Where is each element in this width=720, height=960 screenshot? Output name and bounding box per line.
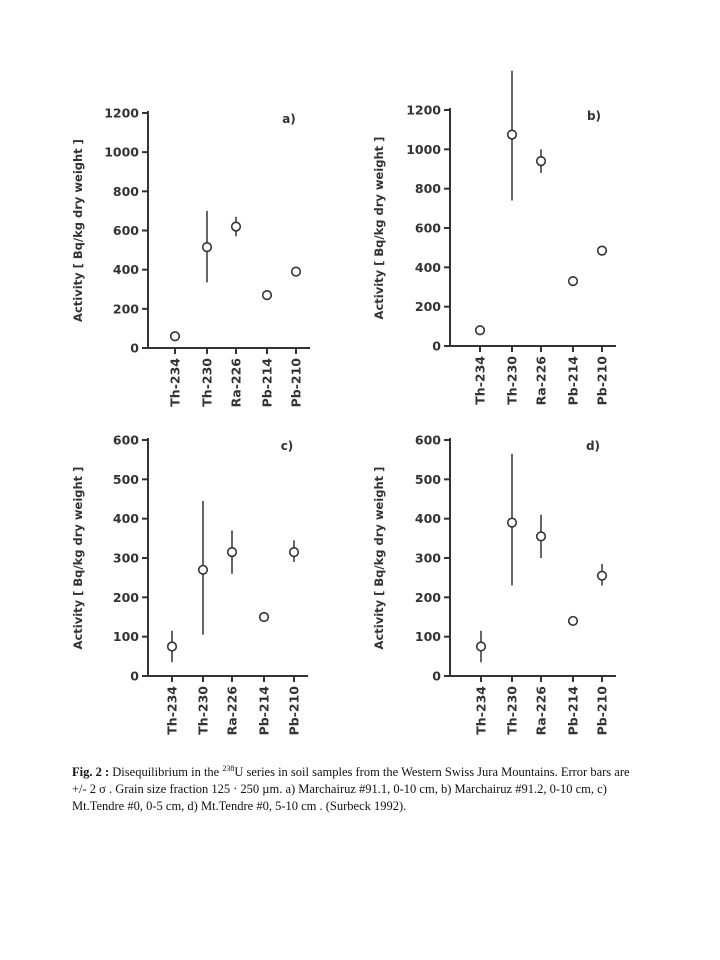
panel-b-x-tick-label: Th-230 [505, 356, 520, 405]
panel-c-data-point [197, 564, 209, 575]
panel-b-y-tick-label: 1000 [406, 142, 441, 157]
panel-c-x-tick-label: Th-230 [196, 686, 211, 735]
panel-b-y-tick-label: 0 [432, 339, 441, 354]
caption-text-end: U series in soil samples from the Wester… [72, 765, 630, 813]
panel-d-data-point [506, 517, 518, 528]
panel-a-x-tick-label: Pb-214 [260, 358, 275, 408]
panel-a-data-point [201, 242, 213, 253]
panel-d-x-tick-label: Ra-226 [534, 686, 549, 736]
panel-b-y-tick-label: 400 [415, 260, 441, 275]
caption-text-start: Disequilibrium in the [109, 765, 223, 779]
panel-a-y-tick-label: 0 [130, 341, 139, 356]
panel-b-y-tick-label: 200 [415, 299, 441, 314]
panel-d-y-axis-label: Activity [ Bq/kg dry weight ] [372, 467, 386, 650]
panel-b-data-point [535, 156, 547, 167]
panel-a-y-tick-label: 200 [113, 301, 139, 316]
panel-a-data-point [261, 290, 273, 301]
caption-label: Fig. 2 : [72, 765, 110, 779]
panel-c-y-axis-label: Activity [ Bq/kg dry weight ] [71, 467, 85, 650]
panel-c-data-point [288, 546, 300, 558]
panel-d-y-tick-label: 200 [415, 590, 441, 605]
panel-c-x-tick-label: Pb-210 [287, 686, 302, 736]
caption-isotope-superscript: 238 [222, 763, 235, 773]
panel-d-data-point [567, 615, 579, 627]
panel-d-y-tick-label: 300 [415, 551, 441, 566]
panel-a-data-point [290, 266, 302, 277]
panel-c-label: c) [281, 439, 294, 453]
panel-d-x-tick-label: Th-230 [505, 686, 520, 735]
panel-d-x-tick-label: Pb-210 [595, 686, 610, 736]
panel-d-y-tick-label: 400 [415, 511, 441, 526]
panel-a-label: a) [282, 112, 296, 126]
panel-c-y-tick-label: 600 [113, 433, 139, 448]
panel-b-data-point [506, 129, 518, 140]
panel-b-x-tick-label: Pb-210 [595, 356, 610, 406]
panel-b-data-point [567, 276, 579, 287]
panel-b-y-axis-label: Activity [ Bq/kg dry weight ] [372, 137, 386, 320]
panel-b-x-tick-label: Th-234 [473, 356, 488, 405]
panel-b-x-tick-label: Ra-226 [534, 356, 549, 406]
panel-b-y-tick-label: 800 [415, 181, 441, 196]
panel-b-y-tick-label: 600 [415, 221, 441, 236]
panel-d-y-tick-label: 100 [415, 629, 441, 644]
panel-a-data-point [169, 331, 181, 342]
panel-c-x-tick-label: Pb-214 [257, 686, 272, 736]
panel-b-data-point [596, 245, 608, 256]
panel-a-y-tick-label: 1000 [104, 145, 139, 160]
panel-d-y-tick-label: 500 [415, 472, 441, 487]
panel-d-x-tick-label: Th-234 [474, 686, 489, 735]
panel-a-data-point [230, 221, 242, 232]
panel-c-data-point [226, 546, 238, 558]
panel-a-x-tick-label: Ra-226 [229, 358, 244, 408]
panel-a-y-axis-label: Activity [ Bq/kg dry weight ] [71, 139, 85, 322]
panel-c-y-tick-label: 0 [130, 669, 139, 684]
panel-c-y-tick-label: 400 [113, 511, 139, 526]
panel-b-data-point [474, 325, 486, 336]
panel-a-x-tick-label: Th-234 [168, 358, 183, 407]
panel-a-y-tick-label: 800 [113, 184, 139, 199]
figure-caption: Fig. 2 : Disequilibrium in the 238U seri… [72, 764, 632, 815]
panel-a-y-tick-label: 1200 [104, 106, 139, 121]
panel-c-y-tick-label: 100 [113, 629, 139, 644]
panel-d-data-point [535, 531, 547, 542]
panel-c-x-tick-label: Th-234 [165, 686, 180, 735]
panel-c-data-point [166, 641, 178, 652]
panel-a-x-tick-label: Pb-210 [289, 358, 304, 408]
panel-d-label: d) [586, 439, 600, 453]
panel-d-y-tick-label: 0 [432, 669, 441, 684]
panel-a-y-tick-label: 400 [113, 262, 139, 277]
panel-a-x-tick-label: Th-230 [200, 358, 215, 407]
panel-b-x-tick-label: Pb-214 [566, 356, 581, 406]
panel-c-y-tick-label: 300 [113, 551, 139, 566]
panel-c-data-point [258, 611, 270, 623]
panel-b-y-tick-label: 1200 [406, 103, 441, 118]
panel-c-y-tick-label: 200 [113, 590, 139, 605]
panel-d-x-tick-label: Pb-214 [566, 686, 581, 736]
panel-d-y-tick-label: 600 [415, 433, 441, 448]
panel-d-data-point [475, 641, 487, 652]
panel-c-x-tick-label: Ra-226 [225, 686, 240, 736]
panel-b-label: b) [587, 109, 601, 123]
panel-d-data-point [596, 570, 608, 581]
panel-a-y-tick-label: 600 [113, 223, 139, 238]
panel-c-y-tick-label: 500 [113, 472, 139, 487]
